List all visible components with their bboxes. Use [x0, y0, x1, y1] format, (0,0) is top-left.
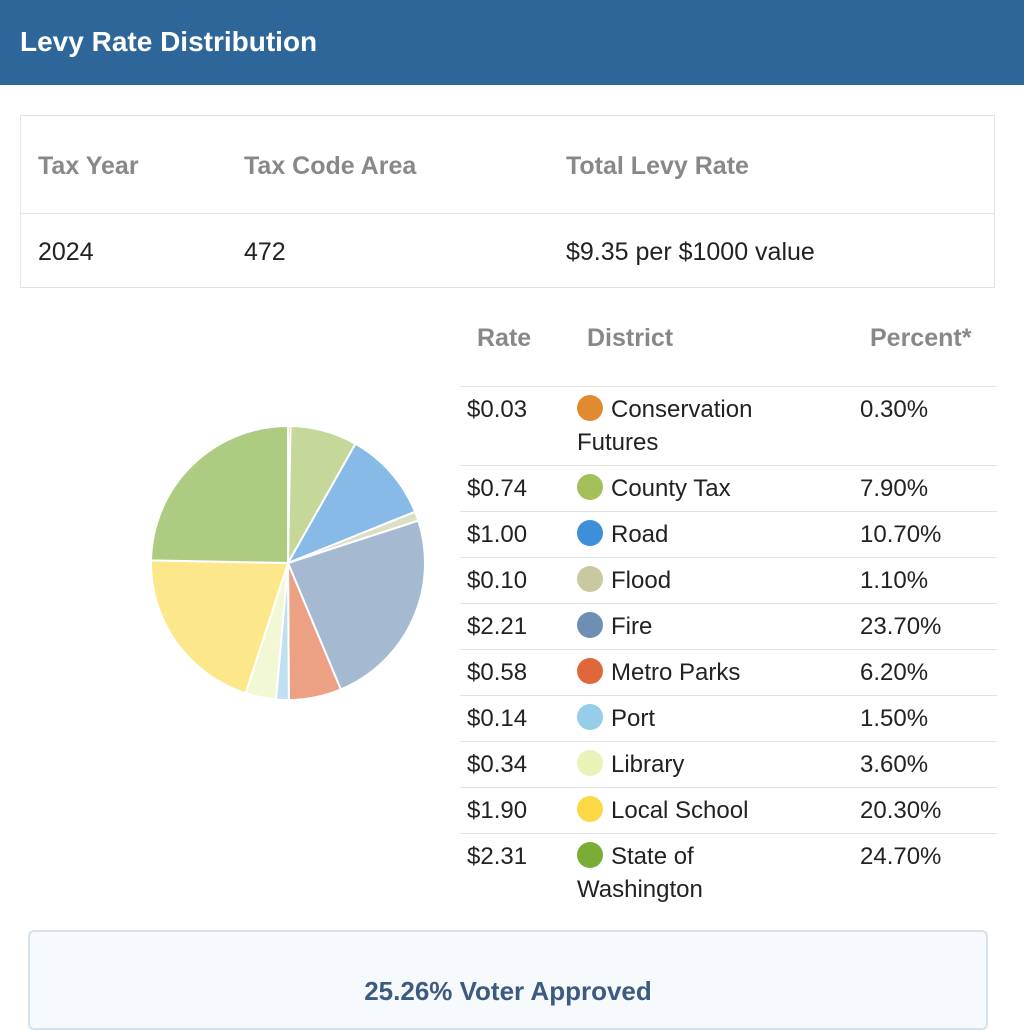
- pie-slice: [285, 442, 417, 565]
- legend-dot: [577, 612, 603, 638]
- column-header: Percent*: [870, 324, 972, 352]
- percent: 7.90%: [860, 475, 929, 502]
- percent: 23.70%: [860, 613, 942, 640]
- legend-dot: [577, 566, 603, 592]
- pie-chart: [150, 424, 426, 702]
- district-name: Library: [611, 751, 685, 778]
- percent: 10.70%: [860, 521, 942, 548]
- percent: 6.20%: [860, 659, 929, 686]
- summary-header: Tax Year: [38, 152, 139, 180]
- rate: $0.10: [467, 567, 528, 594]
- table-row: $0.58 Metro Parks 6.20%: [460, 649, 997, 695]
- summary-value: $9.35 per $1000 value: [566, 238, 815, 266]
- summary-header: Total Levy Rate: [566, 152, 749, 180]
- table-row: $2.31 State of Washington 24.70%: [460, 833, 997, 912]
- table-row: $0.34 Library 3.60%: [460, 741, 997, 787]
- district: Flood: [577, 564, 797, 597]
- district: Port: [577, 702, 797, 735]
- district-name: Road: [611, 521, 669, 548]
- rate: $2.31: [467, 843, 528, 870]
- legend-dot: [577, 658, 603, 684]
- column-header: District: [587, 324, 674, 352]
- legend-dot: [577, 750, 603, 776]
- legend-dot: [577, 474, 603, 500]
- district: Metro Parks: [577, 656, 797, 689]
- district-name: Port: [611, 705, 656, 732]
- district: Road: [577, 518, 797, 551]
- rate: $1.00: [467, 521, 528, 548]
- percent: 1.10%: [860, 567, 929, 594]
- table-row: $0.03 Conservation Futures 0.30%: [460, 386, 997, 465]
- percent: 3.60%: [860, 751, 929, 778]
- district: State of Washington: [577, 840, 797, 906]
- summary-value: 472: [244, 238, 286, 266]
- pie-slice: [286, 519, 426, 691]
- rate: $0.34: [467, 751, 528, 778]
- district: Conservation Futures: [577, 393, 797, 459]
- rate: $0.03: [467, 396, 528, 423]
- district-name: Flood: [611, 567, 672, 594]
- district-name: Metro Parks: [611, 659, 741, 686]
- pie-slice: [150, 559, 290, 695]
- rate: $0.14: [467, 705, 528, 732]
- percent: 24.70%: [860, 843, 942, 870]
- district-name: Local School: [611, 797, 749, 824]
- voter-approved-box: 25.26% Voter Approved: [28, 930, 988, 1030]
- rate: $2.21: [467, 613, 528, 640]
- table-row: $2.21 Fire 23.70%: [460, 603, 997, 649]
- legend-dot: [577, 704, 603, 730]
- legend-dot: [577, 520, 603, 546]
- district-name: Conservation Futures: [577, 396, 753, 456]
- district: Fire: [577, 610, 797, 643]
- district-name: County Tax: [611, 475, 731, 502]
- summary-value: 2024: [38, 238, 94, 266]
- pie-slice: [150, 424, 289, 565]
- percent: 1.50%: [860, 705, 929, 732]
- header-title: Levy Rate Distribution: [20, 26, 318, 57]
- table-row: $0.74 County Tax 7.90%: [460, 465, 997, 511]
- table-row: $1.90 Local School 20.30%: [460, 787, 997, 833]
- column-header: Rate: [477, 324, 532, 352]
- levy-table: $0.03 Conservation Futures 0.30% $0.74 Count…: [460, 386, 997, 912]
- rate: $1.90: [467, 797, 528, 824]
- district-name: State of Washington: [577, 843, 703, 903]
- district: Local School: [577, 794, 797, 827]
- percent: 0.30%: [860, 396, 929, 423]
- summary-table: Tax Year Tax Code Area Total Levy Rate 2…: [20, 115, 995, 288]
- table-row: $0.14 Port 1.50%: [460, 695, 997, 741]
- table-row: $0.10 Flood 1.10%: [460, 557, 997, 603]
- district: County Tax: [577, 472, 797, 505]
- rate: $0.58: [467, 659, 528, 686]
- voter-approved-text: 25.26% Voter Approved: [364, 976, 652, 1006]
- summary-header: Tax Code Area: [244, 152, 417, 180]
- district-name: Fire: [611, 613, 653, 640]
- percent: 20.30%: [860, 797, 942, 824]
- rate: $0.74: [467, 475, 528, 502]
- header: Levy Rate Distribution: [0, 0, 1024, 85]
- district: Library: [577, 748, 797, 781]
- legend-dot: [577, 395, 603, 421]
- legend-dot: [577, 796, 603, 822]
- legend-dot: [577, 842, 603, 868]
- row-divider: [21, 213, 994, 214]
- table-row: $1.00 Road 10.70%: [460, 511, 997, 557]
